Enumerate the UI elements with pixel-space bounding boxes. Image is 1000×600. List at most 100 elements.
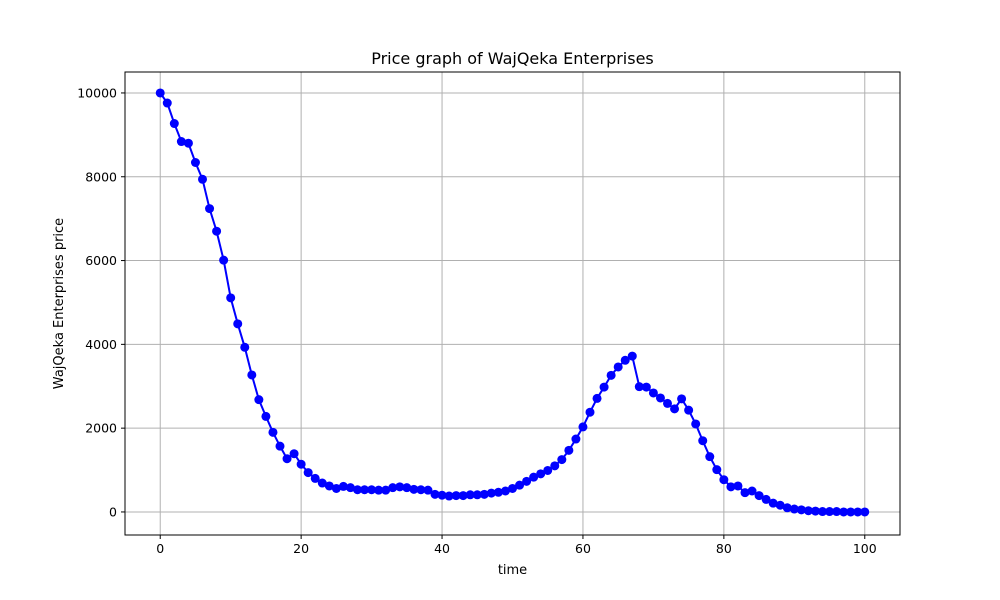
data-point: [691, 419, 701, 429]
x-tick-label: 0: [156, 541, 164, 556]
data-point: [775, 500, 785, 510]
data-point: [592, 393, 602, 403]
data-point: [655, 393, 665, 403]
data-point: [550, 461, 560, 471]
data-point: [557, 455, 567, 465]
data-point: [832, 507, 842, 517]
y-tick-label: 0: [109, 504, 117, 519]
data-point: [367, 485, 377, 495]
data-point: [493, 487, 503, 497]
data-point: [310, 473, 320, 483]
data-point: [789, 504, 799, 514]
data-point: [740, 488, 750, 498]
data-point: [233, 319, 243, 329]
x-axis-ticks: 0 20 40 60 80 100: [156, 535, 877, 556]
data-point: [846, 507, 856, 517]
data-point: [296, 459, 306, 469]
data-point: [360, 485, 370, 495]
y-axis-ticks: 0 2000 4000 6000 8000 10000: [77, 85, 125, 519]
data-point: [782, 503, 792, 513]
data-point: [500, 486, 510, 496]
data-point: [162, 98, 172, 108]
data-point: [684, 405, 694, 415]
data-point: [388, 483, 398, 493]
data-point: [818, 507, 827, 517]
y-tick-label: 8000: [85, 169, 117, 184]
data-point: [423, 485, 433, 495]
data-point: [508, 483, 517, 493]
data-point: [634, 382, 644, 392]
data-point: [374, 485, 384, 495]
data-point: [761, 494, 771, 504]
data-point: [395, 482, 405, 492]
data-point: [465, 490, 475, 500]
data-point: [254, 395, 264, 405]
data-point: [522, 476, 532, 486]
data-point: [486, 488, 496, 498]
data-point: [219, 255, 229, 265]
data-point: [803, 506, 813, 516]
y-axis-title: WajQeka Enterprises price: [52, 218, 67, 389]
data-point: [155, 88, 165, 98]
plot-area-frame: [124, 71, 901, 536]
data-point: [620, 355, 630, 365]
data-point: [226, 293, 236, 303]
data-point: [606, 370, 616, 380]
data-point: [726, 482, 736, 492]
data-point: [289, 449, 299, 459]
data-point: [338, 481, 348, 491]
data-point: [571, 434, 581, 444]
data-point: [677, 394, 687, 404]
x-tick-label: 40: [434, 541, 450, 556]
data-point: [317, 478, 327, 488]
data-point: [536, 469, 546, 479]
x-tick-label: 100: [853, 541, 877, 556]
data-point: [282, 454, 292, 464]
data-point: [444, 491, 454, 501]
data-point: [670, 404, 680, 414]
data-point: [641, 382, 651, 392]
data-point: [853, 507, 863, 517]
x-tick-label: 20: [293, 541, 309, 556]
x-tick-label: 80: [716, 541, 732, 556]
data-point: [754, 491, 764, 501]
y-tick-label: 4000: [85, 337, 117, 352]
data-point: [240, 342, 250, 352]
data-point: [585, 407, 595, 417]
data-point: [613, 362, 623, 372]
data-point: [169, 119, 179, 129]
data-point: [698, 436, 708, 446]
data-point: [472, 490, 482, 500]
data-point: [451, 491, 461, 501]
data-point: [176, 137, 186, 147]
data-point: [719, 475, 729, 485]
data-point: [543, 465, 553, 475]
data-point: [796, 505, 806, 515]
data-point: [810, 506, 820, 516]
data-point: [663, 398, 672, 408]
data-point: [409, 484, 419, 494]
data-point: [627, 351, 637, 361]
x-tick-label: 60: [575, 541, 591, 556]
data-point: [529, 472, 539, 482]
data-point: [261, 411, 271, 421]
data-point: [353, 485, 362, 495]
data-point: [183, 138, 193, 148]
data-point: [324, 481, 334, 491]
x-axis-title: time: [498, 563, 527, 578]
data-point: [345, 483, 355, 493]
data-markers: [155, 88, 870, 517]
data-point: [705, 452, 715, 462]
data-point: [381, 485, 391, 495]
grid-lines: [125, 72, 900, 535]
y-tick-label: 2000: [85, 421, 117, 436]
data-point: [212, 226, 222, 236]
data-point: [430, 489, 440, 499]
y-tick-label: 10000: [77, 85, 117, 100]
data-point: [578, 422, 588, 432]
data-point: [839, 507, 849, 517]
data-point: [416, 485, 426, 495]
data-point: [268, 427, 278, 437]
data-point: [205, 204, 215, 214]
